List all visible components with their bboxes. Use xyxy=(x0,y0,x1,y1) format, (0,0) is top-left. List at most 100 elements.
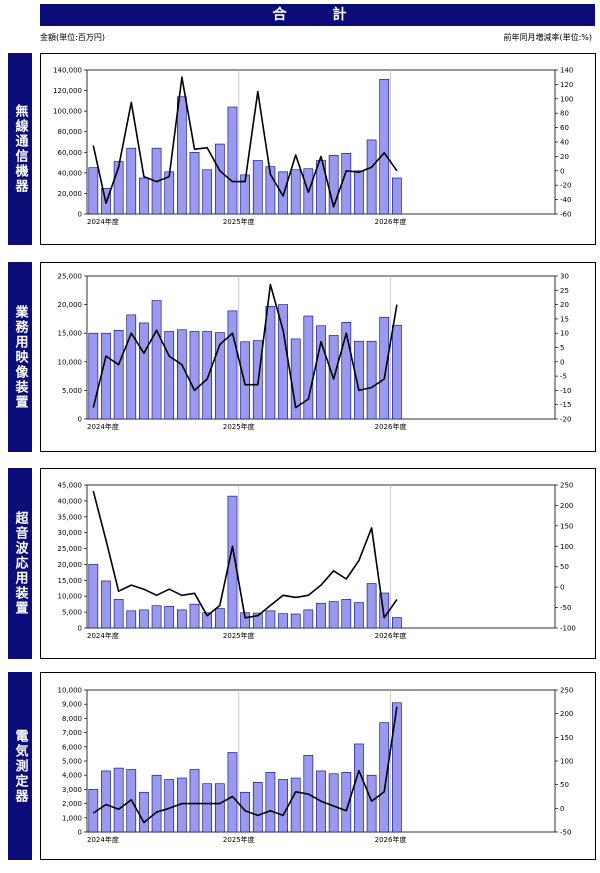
chart-0-bar-13 xyxy=(252,160,263,215)
chart-3-bar-4 xyxy=(139,791,149,833)
chart-2-bar-5 xyxy=(151,605,162,629)
chart-0-bar-7 xyxy=(177,96,187,215)
chart-0-bar-16 xyxy=(290,169,301,215)
chart-0-bar-23 xyxy=(379,78,390,215)
chart-3-bar-24 xyxy=(392,702,402,833)
chart-1-bar-8 xyxy=(189,331,200,420)
chart-2-y2tick-label-0: -100 xyxy=(560,625,576,633)
chart-1-bar-4 xyxy=(139,322,149,420)
chart-3-bar-9 xyxy=(202,783,213,833)
chart-1-bar-11 xyxy=(227,310,238,420)
chart-2-ytick-label-9: 45,000 xyxy=(58,482,83,490)
chart-3-ytick-label-4: 4,000 xyxy=(62,772,82,780)
chart-3-y2tick-label-2: 50 xyxy=(560,781,569,789)
chart-3-svg: 0 1,000 2,000 3,000 4,000 5,000 6,000 7,000 8,00… xyxy=(58,687,574,845)
amount-unit-label: 金額(単位:百万円) xyxy=(40,33,105,42)
chart-2-y2tick-label-2: 0 xyxy=(560,584,564,592)
chart-3-ytick-label-1: 1,000 xyxy=(62,814,82,822)
chart-3-bar-21 xyxy=(354,743,364,833)
chart-2-bar-8 xyxy=(189,603,200,629)
chart-0-ytick-label-6: 120,000 xyxy=(53,87,82,95)
chart-1-y2tick-label-7: 15 xyxy=(560,315,569,323)
chart-1-bar-0 xyxy=(88,332,99,420)
yoy-unit-label: 前年同月増減率(単位:%) xyxy=(503,33,592,42)
chart-0-bar-24 xyxy=(392,177,402,215)
chart-3-bar-11 xyxy=(227,752,238,833)
chart-0-y2tick-label-1: -40 xyxy=(560,196,571,204)
chart-2-bar-11 xyxy=(227,495,238,629)
chart-2-bar-20 xyxy=(341,599,352,629)
chart-0-bar-12 xyxy=(240,174,250,215)
chart-1-bar-3 xyxy=(126,314,137,420)
chart-0-ytick-label-5: 100,000 xyxy=(53,108,82,116)
chart-1-bar-22 xyxy=(366,340,377,420)
chart-3-y2tick-label-4: 150 xyxy=(560,734,573,742)
chart-2-ytick-label-7: 35,000 xyxy=(58,513,83,521)
chart-title-2: 超音波応用装置 xyxy=(8,468,32,659)
chart-2-bar-3 xyxy=(126,610,137,629)
chart-2-bar-24 xyxy=(392,617,402,629)
chart-0-year-label-0: 2024年度 xyxy=(87,217,119,226)
chart-2-y2tick-label-5: 150 xyxy=(560,522,573,530)
chart-1-bar-10 xyxy=(214,332,225,420)
chart-2-bar-13 xyxy=(252,612,263,629)
chart-3-bar-10 xyxy=(214,783,225,833)
chart-0-bar-2 xyxy=(113,161,124,215)
chart-2-bar-9 xyxy=(202,612,213,629)
chart-3-ytick-label-8: 8,000 xyxy=(62,715,82,723)
chart-3-bar-19 xyxy=(328,773,339,833)
chart-0-y2tick-label-3: 0 xyxy=(560,167,564,175)
chart-1-bar-9 xyxy=(202,331,213,420)
chart-1-yoy-line xyxy=(92,283,398,409)
chart-0-bar-11 xyxy=(227,106,238,215)
chart-2-bar-18 xyxy=(316,602,326,629)
chart-2-bar-10 xyxy=(214,608,225,629)
chart-2-bar-16 xyxy=(290,613,301,629)
chart-3-year-label-1: 2025年度 xyxy=(223,835,255,844)
chart-1-year-label-0: 2024年度 xyxy=(87,422,119,431)
chart-1-y2tick-label-6: 10 xyxy=(560,330,569,338)
chart-panel-0: 0 20,000 40,000 60,000 80,000 100,000 120,000 1… xyxy=(40,53,596,245)
chart-title-3: 電気測定器 xyxy=(8,672,32,860)
chart-1-y2tick-label-4: 0 xyxy=(560,358,564,366)
chart-0-ytick-label-3: 60,000 xyxy=(58,149,83,157)
chart-1-bar-14 xyxy=(265,306,276,420)
chart-3-year-label-2: 2026年度 xyxy=(375,835,407,844)
chart-3-ytick-label-5: 5,000 xyxy=(62,758,82,766)
chart-0-year-label-1: 2025年度 xyxy=(223,217,255,226)
chart-2-bar-15 xyxy=(278,613,288,629)
chart-1-bar-12 xyxy=(240,341,250,420)
chart-3-year-label-0: 2024年度 xyxy=(87,835,119,844)
chart-0-y2tick-label-10: 140 xyxy=(560,67,573,75)
chart-0-bar-8 xyxy=(189,151,200,215)
chart-1-y2tick-label-9: 25 xyxy=(560,287,569,295)
chart-title-1: 業務用映像装置 xyxy=(8,262,32,452)
chart-1-y2tick-label-10: 30 xyxy=(560,273,569,281)
chart-2-y2tick-label-3: 50 xyxy=(560,563,569,571)
chart-0-bar-9 xyxy=(202,169,213,215)
chart-1-bar-1 xyxy=(101,332,111,420)
chart-1-year-label-2: 2026年度 xyxy=(375,422,407,431)
chart-1-bar-6 xyxy=(164,331,175,420)
chart-2-ytick-label-6: 30,000 xyxy=(58,529,83,537)
chart-1-y2tick-label-5: 5 xyxy=(560,344,564,352)
chart-1-bar-5 xyxy=(151,300,162,420)
chart-2-bar-4 xyxy=(139,609,149,629)
chart-0-bar-19 xyxy=(328,155,339,215)
chart-3-ytick-label-6: 6,000 xyxy=(62,743,82,751)
chart-1-ytick-label-3: 15,000 xyxy=(58,330,83,338)
chart-1-bar-2 xyxy=(113,330,124,420)
chart-3-ytick-label-2: 2,000 xyxy=(62,800,82,808)
chart-2-ytick-label-3: 15,000 xyxy=(58,577,83,585)
chart-3-bar-20 xyxy=(341,772,352,833)
chart-1-ytick-label-0: 0 xyxy=(78,416,82,424)
chart-2-bar-14 xyxy=(265,610,276,629)
chart-1-bar-24 xyxy=(392,324,402,420)
chart-3-bar-5 xyxy=(151,774,162,833)
chart-0-y2tick-label-4: 20 xyxy=(560,153,569,161)
chart-0-y2tick-label-9: 120 xyxy=(560,81,573,89)
chart-3-y2tick-label-6: 250 xyxy=(560,687,573,695)
chart-2-ytick-label-0: 0 xyxy=(78,625,82,633)
chart-2-bar-17 xyxy=(303,609,314,629)
chart-0-y2tick-label-6: 60 xyxy=(560,124,569,132)
